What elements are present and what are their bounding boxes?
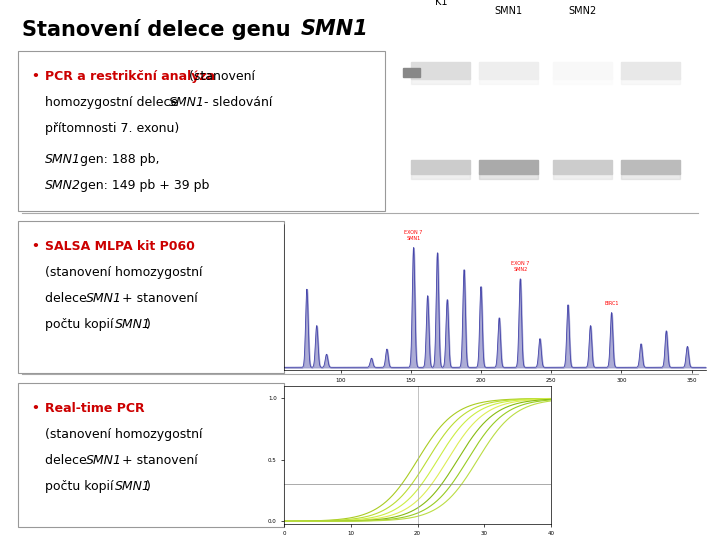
Text: gen: 149 pb + 39 pb: gen: 149 pb + 39 pb: [76, 179, 210, 192]
Text: Real-time PCR: Real-time PCR: [45, 402, 144, 415]
Text: •: •: [32, 240, 45, 253]
Text: SMN1: SMN1: [86, 292, 122, 305]
Text: + stanovení: + stanovení: [118, 292, 198, 305]
Text: (stanovení: (stanovení: [185, 70, 255, 83]
Text: PCR a restrikční analýza: PCR a restrikční analýza: [45, 70, 215, 83]
Text: SMN1: SMN1: [495, 6, 523, 16]
Text: delece: delece: [45, 454, 91, 467]
Text: ): ): [146, 480, 151, 493]
Bar: [480, 62, 539, 79]
Text: ): ): [146, 318, 151, 331]
Text: SMN1: SMN1: [45, 153, 81, 166]
Text: počtu kopií: počtu kopií: [45, 480, 117, 493]
FancyBboxPatch shape: [18, 383, 284, 526]
Text: SALSA MLPA kit P060: SALSA MLPA kit P060: [45, 240, 194, 253]
Text: •: •: [32, 402, 45, 415]
Bar: [621, 77, 680, 84]
Bar: [553, 160, 612, 174]
Text: •: •: [32, 70, 45, 83]
Bar: [480, 172, 539, 179]
Bar: [553, 77, 612, 84]
Text: EXON 7
SMN2: EXON 7 SMN2: [511, 261, 529, 272]
Bar: [402, 69, 420, 77]
Text: SMN1: SMN1: [114, 318, 150, 331]
Bar: [480, 77, 539, 84]
Text: homozygostní delece: homozygostní delece: [45, 96, 182, 109]
Text: počtu kopií: počtu kopií: [45, 318, 117, 331]
Text: přítomnosti 7. exonu): přítomnosti 7. exonu): [45, 122, 179, 135]
Bar: [621, 62, 680, 79]
X-axis label: SIZE (nt): SIZE (nt): [483, 388, 507, 393]
Bar: [411, 77, 470, 84]
Text: + stanovení: + stanovení: [118, 454, 198, 467]
Bar: [553, 62, 612, 79]
FancyBboxPatch shape: [18, 221, 284, 373]
Bar: [621, 172, 680, 179]
Bar: [411, 172, 470, 179]
Text: SMN2: SMN2: [45, 179, 81, 192]
Text: delece: delece: [45, 292, 91, 305]
Text: BIRC1: BIRC1: [604, 301, 618, 306]
Text: SMN1: SMN1: [114, 480, 150, 493]
Text: EXON 7
SMN1: EXON 7 SMN1: [405, 230, 423, 241]
Bar: [411, 160, 470, 174]
Text: SMN2: SMN2: [569, 6, 597, 16]
Text: SMN1: SMN1: [168, 96, 204, 109]
Text: (stanovení homozygostní: (stanovení homozygostní: [45, 428, 202, 441]
Text: Stanovení delece genu: Stanovení delece genu: [22, 19, 297, 40]
Text: K1: K1: [435, 0, 447, 7]
Bar: [553, 172, 612, 179]
Text: - sledování: - sledování: [200, 96, 273, 109]
Bar: [621, 160, 680, 174]
Text: (stanovení homozygostní: (stanovení homozygostní: [45, 266, 202, 279]
Text: SMN1: SMN1: [86, 454, 122, 467]
FancyBboxPatch shape: [18, 51, 385, 211]
Bar: [480, 160, 539, 174]
Text: gen: 188 pb,: gen: 188 pb,: [76, 153, 160, 166]
Bar: [411, 62, 470, 79]
Text: SMN1: SMN1: [301, 19, 369, 39]
